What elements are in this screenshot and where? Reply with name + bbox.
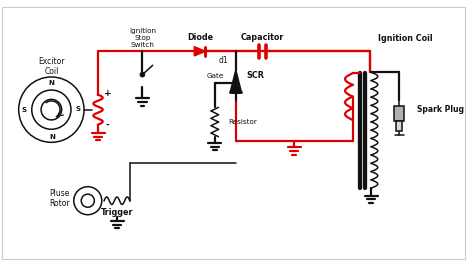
Text: Resistor: Resistor [228, 119, 257, 125]
Text: Diode: Diode [188, 33, 214, 42]
Circle shape [140, 73, 145, 77]
Text: SCR: SCR [246, 70, 264, 80]
Text: Gate: Gate [207, 73, 224, 79]
Text: -: - [106, 121, 109, 130]
FancyBboxPatch shape [2, 7, 465, 259]
Text: S: S [22, 107, 27, 113]
Bar [396, 121, 402, 131]
Text: Ignition
Stop
Switch: Ignition Stop Switch [129, 28, 156, 48]
Polygon shape [230, 70, 241, 92]
Text: S: S [76, 106, 81, 112]
Text: +: + [104, 89, 111, 98]
Text: d1: d1 [219, 56, 228, 65]
Text: Excitor
Coil: Excitor Coil [38, 57, 64, 76]
Text: Capacitor: Capacitor [241, 33, 284, 42]
Polygon shape [194, 47, 205, 56]
Text: N: N [48, 80, 54, 86]
Text: Ignition Coil: Ignition Coil [378, 34, 433, 43]
Text: Trigger: Trigger [101, 208, 134, 217]
Text: Pluse
Rotor: Pluse Rotor [49, 189, 70, 208]
Text: N: N [49, 134, 55, 140]
Bar [394, 106, 404, 121]
Text: Spark Plug: Spark Plug [417, 105, 464, 114]
